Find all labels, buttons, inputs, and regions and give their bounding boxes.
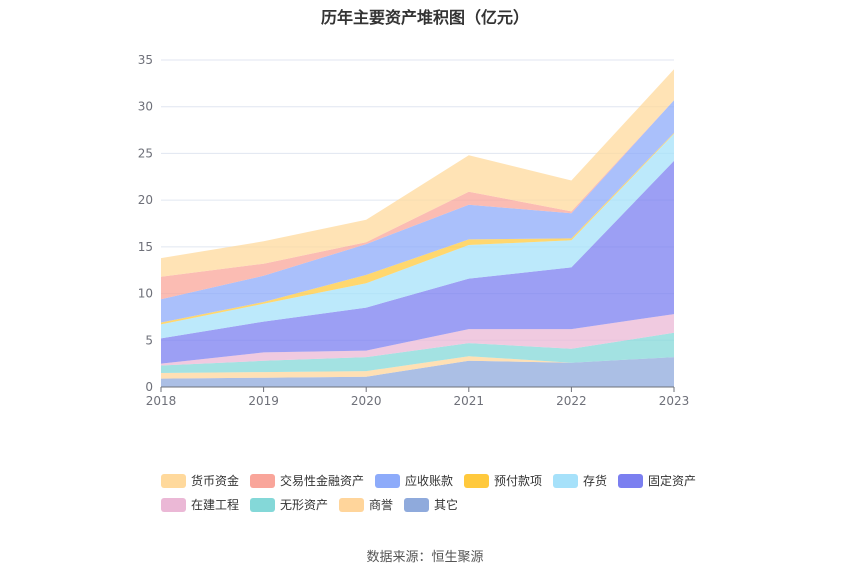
legend-item-货币资金[interactable]: 货币资金 [161, 473, 239, 488]
legend-swatch [618, 474, 643, 488]
legend-label: 在建工程 [191, 497, 239, 512]
y-tick-label: 25 [138, 146, 153, 160]
legend-item-商誉[interactable]: 商誉 [339, 497, 393, 512]
y-tick-label: 20 [138, 193, 153, 207]
x-tick-label: 2019 [248, 394, 279, 408]
legend-item-在建工程[interactable]: 在建工程 [161, 497, 239, 512]
legend-item-存货[interactable]: 存货 [553, 473, 607, 488]
legend-swatch [250, 474, 275, 488]
legend-swatch [161, 498, 186, 512]
chart-title: 历年主要资产堆积图（亿元） [320, 8, 529, 27]
x-tick-label: 2021 [454, 394, 485, 408]
y-tick-label: 5 [145, 333, 153, 347]
legend-item-应收账款[interactable]: 应收账款 [375, 473, 453, 488]
legend-label: 货币资金 [191, 473, 239, 488]
area-series [161, 69, 674, 387]
area-series-其它[interactable] [161, 357, 674, 387]
legend-label: 应收账款 [405, 473, 453, 488]
area-series-商誉[interactable] [161, 356, 674, 379]
axes: 0 5 10 15 20 25 30 35 2018 2019 2020 2021 2022 2023 [138, 53, 690, 408]
data-source-note: 数据来源：恒生聚源 [366, 550, 484, 565]
legend-swatch [339, 498, 364, 512]
legend-label: 商誉 [369, 497, 393, 512]
x-tick-label: 2018 [146, 394, 177, 408]
y-tick-label: 10 [138, 287, 153, 301]
area-series-存货[interactable] [161, 133, 674, 339]
legend-item-其它[interactable]: 其它 [404, 497, 458, 512]
legend-item-预付款项[interactable]: 预付款项 [464, 474, 542, 488]
legend-swatch [404, 498, 429, 512]
x-tick-label: 2020 [351, 394, 382, 408]
area-series-应收账款[interactable] [161, 100, 674, 323]
legend-swatch [553, 474, 578, 488]
legend-label: 无形资产 [280, 498, 328, 512]
legend-item-交易性金融资产[interactable]: 交易性金融资产 [250, 473, 364, 488]
legend-item-固定资产[interactable]: 固定资产 [618, 473, 696, 488]
legend-label: 交易性金融资产 [280, 473, 364, 488]
area-series-固定资产[interactable] [161, 160, 674, 364]
x-tick-label: 2023 [659, 394, 690, 408]
area-series-无形资产[interactable] [161, 332, 674, 373]
legend-swatch [464, 474, 489, 488]
legend-label: 固定资产 [648, 473, 696, 488]
area-series-交易性金融资产[interactable] [161, 100, 674, 300]
legend-label: 其它 [434, 497, 458, 512]
legend-label: 存货 [583, 473, 607, 488]
legend-swatch [161, 474, 186, 488]
legend-item-无形资产[interactable]: 无形资产 [250, 498, 328, 512]
x-tick-label: 2022 [556, 394, 587, 408]
y-tick-label: 35 [138, 53, 153, 67]
y-tick-label: 15 [138, 240, 153, 254]
legend-swatch [375, 474, 400, 488]
y-tick-label: 30 [138, 100, 153, 114]
area-series-货币资金[interactable] [161, 69, 674, 277]
legend-swatch [250, 498, 275, 512]
area-series-在建工程[interactable] [161, 314, 674, 366]
y-tick-label: 0 [145, 380, 153, 394]
legend-label: 预付款项 [494, 474, 542, 488]
